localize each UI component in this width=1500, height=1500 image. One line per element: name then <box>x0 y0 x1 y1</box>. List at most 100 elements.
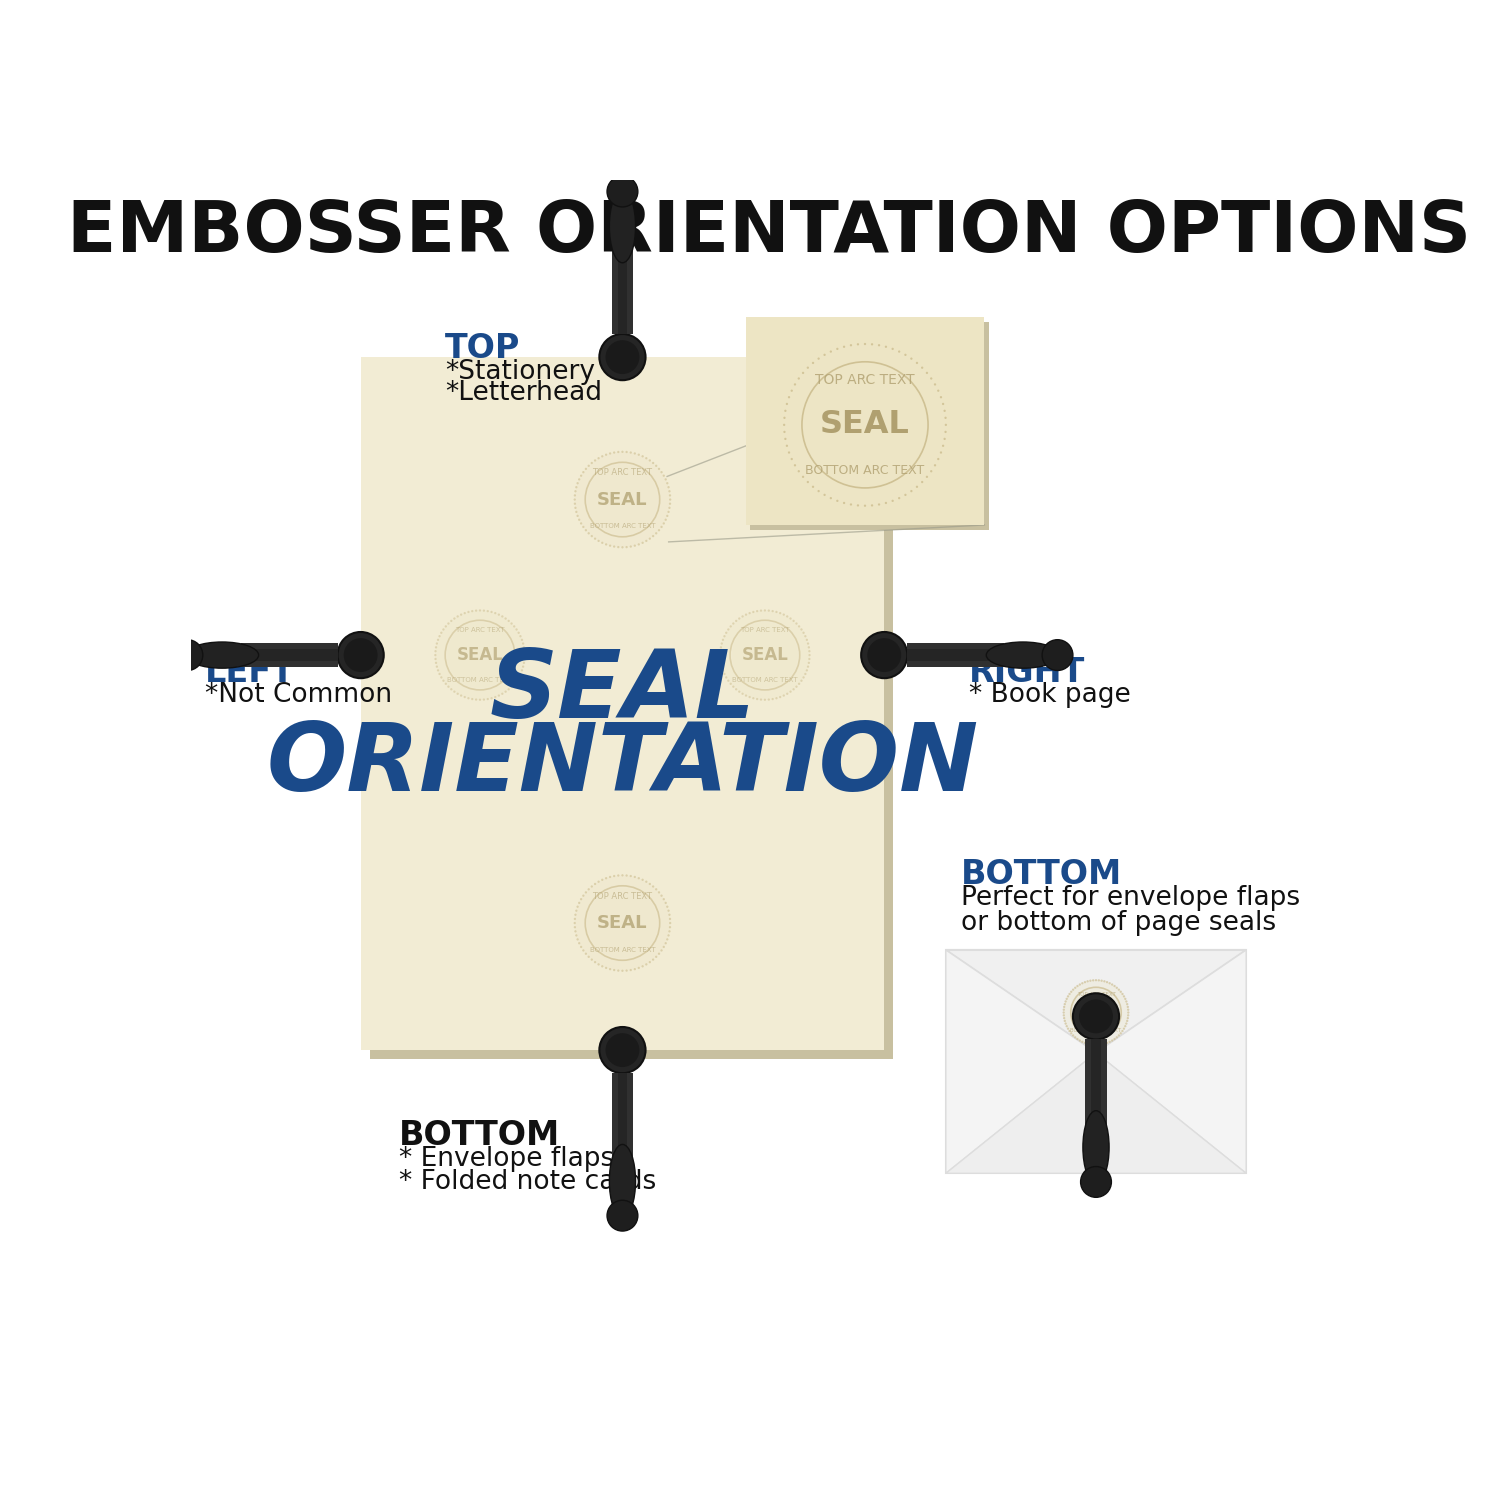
Circle shape <box>621 874 624 876</box>
Bar <box>242 662 338 668</box>
Circle shape <box>836 348 839 350</box>
Circle shape <box>850 344 852 346</box>
Circle shape <box>891 348 894 350</box>
Circle shape <box>574 486 578 489</box>
Circle shape <box>806 669 808 672</box>
Circle shape <box>1062 1008 1065 1011</box>
Circle shape <box>1062 1011 1065 1014</box>
Circle shape <box>723 634 726 638</box>
Circle shape <box>1113 986 1116 987</box>
Circle shape <box>1122 1030 1124 1032</box>
Circle shape <box>728 680 729 682</box>
Circle shape <box>1126 1014 1130 1017</box>
Circle shape <box>664 519 668 520</box>
Circle shape <box>518 676 520 678</box>
Circle shape <box>940 452 942 453</box>
Circle shape <box>573 494 576 496</box>
Circle shape <box>806 639 808 640</box>
Circle shape <box>576 482 579 484</box>
Circle shape <box>878 344 880 346</box>
Circle shape <box>648 884 651 885</box>
Circle shape <box>574 930 576 933</box>
Circle shape <box>1077 986 1078 987</box>
Circle shape <box>926 476 928 478</box>
Bar <box>908 645 999 666</box>
Circle shape <box>921 482 924 483</box>
Circle shape <box>614 452 615 453</box>
Circle shape <box>801 628 802 630</box>
Circle shape <box>574 512 578 513</box>
Circle shape <box>940 396 942 399</box>
Circle shape <box>1124 994 1125 998</box>
Circle shape <box>642 454 644 458</box>
Circle shape <box>1064 1017 1065 1020</box>
Circle shape <box>435 658 436 660</box>
Circle shape <box>1098 1044 1100 1046</box>
Circle shape <box>616 452 620 453</box>
Circle shape <box>504 690 507 693</box>
Circle shape <box>784 344 946 506</box>
Circle shape <box>442 628 444 630</box>
Circle shape <box>812 486 814 488</box>
Circle shape <box>435 642 438 645</box>
Circle shape <box>1074 987 1077 988</box>
Circle shape <box>794 384 796 386</box>
Text: RIGHT: RIGHT <box>969 656 1084 688</box>
Circle shape <box>447 622 513 687</box>
Circle shape <box>588 532 590 534</box>
Circle shape <box>621 450 624 453</box>
Circle shape <box>444 626 447 627</box>
Circle shape <box>752 698 754 699</box>
Circle shape <box>608 176 638 207</box>
Circle shape <box>660 950 663 951</box>
Circle shape <box>621 546 624 549</box>
Circle shape <box>435 650 436 652</box>
Circle shape <box>442 680 444 682</box>
Circle shape <box>573 922 576 924</box>
Circle shape <box>616 546 620 549</box>
Circle shape <box>783 423 786 426</box>
Circle shape <box>1078 1040 1082 1041</box>
Circle shape <box>1066 994 1070 998</box>
Circle shape <box>728 628 729 630</box>
Circle shape <box>648 537 651 540</box>
Circle shape <box>664 902 668 904</box>
Circle shape <box>597 458 600 459</box>
Circle shape <box>580 522 582 525</box>
Circle shape <box>898 496 900 500</box>
Circle shape <box>1072 1034 1074 1036</box>
Circle shape <box>1102 980 1106 982</box>
Circle shape <box>594 537 596 540</box>
Circle shape <box>756 698 759 700</box>
Circle shape <box>934 384 936 386</box>
Circle shape <box>609 876 610 878</box>
Circle shape <box>501 693 504 694</box>
Circle shape <box>600 1028 645 1072</box>
Circle shape <box>669 498 672 501</box>
Bar <box>1084 1040 1092 1128</box>
Text: *Stationery: *Stationery <box>446 358 596 384</box>
Circle shape <box>804 634 807 638</box>
Circle shape <box>663 946 664 948</box>
Circle shape <box>1074 1036 1077 1038</box>
Circle shape <box>602 879 603 880</box>
Circle shape <box>867 638 901 672</box>
Circle shape <box>656 532 657 534</box>
Text: * Envelope flaps: * Envelope flaps <box>399 1146 615 1173</box>
Circle shape <box>626 452 628 453</box>
Circle shape <box>1084 981 1086 984</box>
Circle shape <box>856 344 859 345</box>
Circle shape <box>1119 1032 1122 1035</box>
Bar <box>612 1072 618 1162</box>
Circle shape <box>764 699 766 700</box>
Circle shape <box>606 340 639 374</box>
Circle shape <box>802 372 804 374</box>
Circle shape <box>942 444 945 447</box>
Circle shape <box>476 699 477 700</box>
Circle shape <box>642 879 644 880</box>
Circle shape <box>784 410 786 413</box>
Circle shape <box>501 615 504 618</box>
Circle shape <box>660 471 663 474</box>
Circle shape <box>642 542 644 544</box>
Circle shape <box>776 610 777 614</box>
